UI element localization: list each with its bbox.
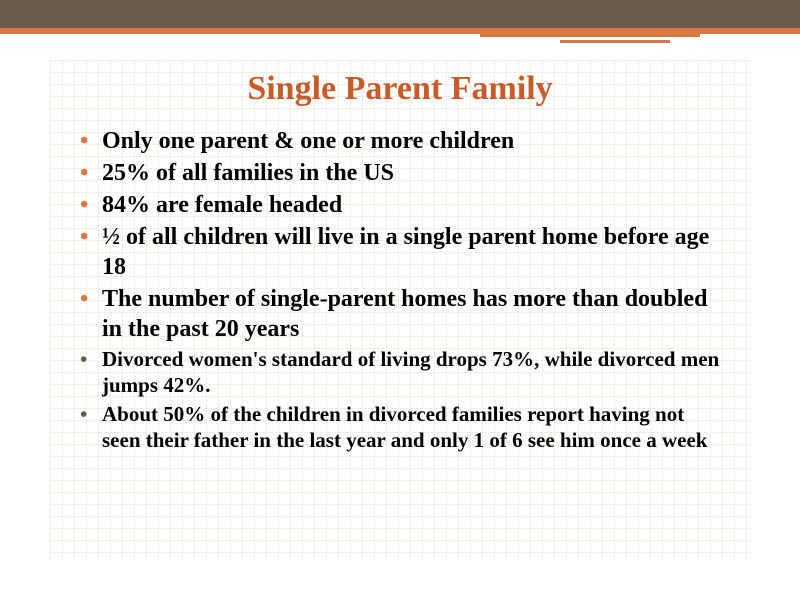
bullet-list: Only one parent & one or more children25… bbox=[80, 126, 720, 453]
accent-stripe-sub2 bbox=[560, 40, 670, 43]
slide-title: Single Parent Family bbox=[80, 70, 720, 108]
slide-content: Single Parent Family Only one parent & o… bbox=[50, 60, 750, 560]
bullet-item: The number of single-parent homes has mo… bbox=[80, 284, 720, 344]
bullet-item: ½ of all children will live in a single … bbox=[80, 222, 720, 282]
bullet-item: 25% of all families in the US bbox=[80, 158, 720, 188]
bullet-item: Divorced women's standard of living drop… bbox=[80, 346, 720, 399]
bullet-item: Only one parent & one or more children bbox=[80, 126, 720, 156]
bullet-item: 84% are female headed bbox=[80, 190, 720, 220]
accent-stripe-sub1 bbox=[480, 34, 700, 37]
header-bar bbox=[0, 0, 800, 28]
bullet-item: About 50% of the children in divorced fa… bbox=[80, 401, 720, 454]
